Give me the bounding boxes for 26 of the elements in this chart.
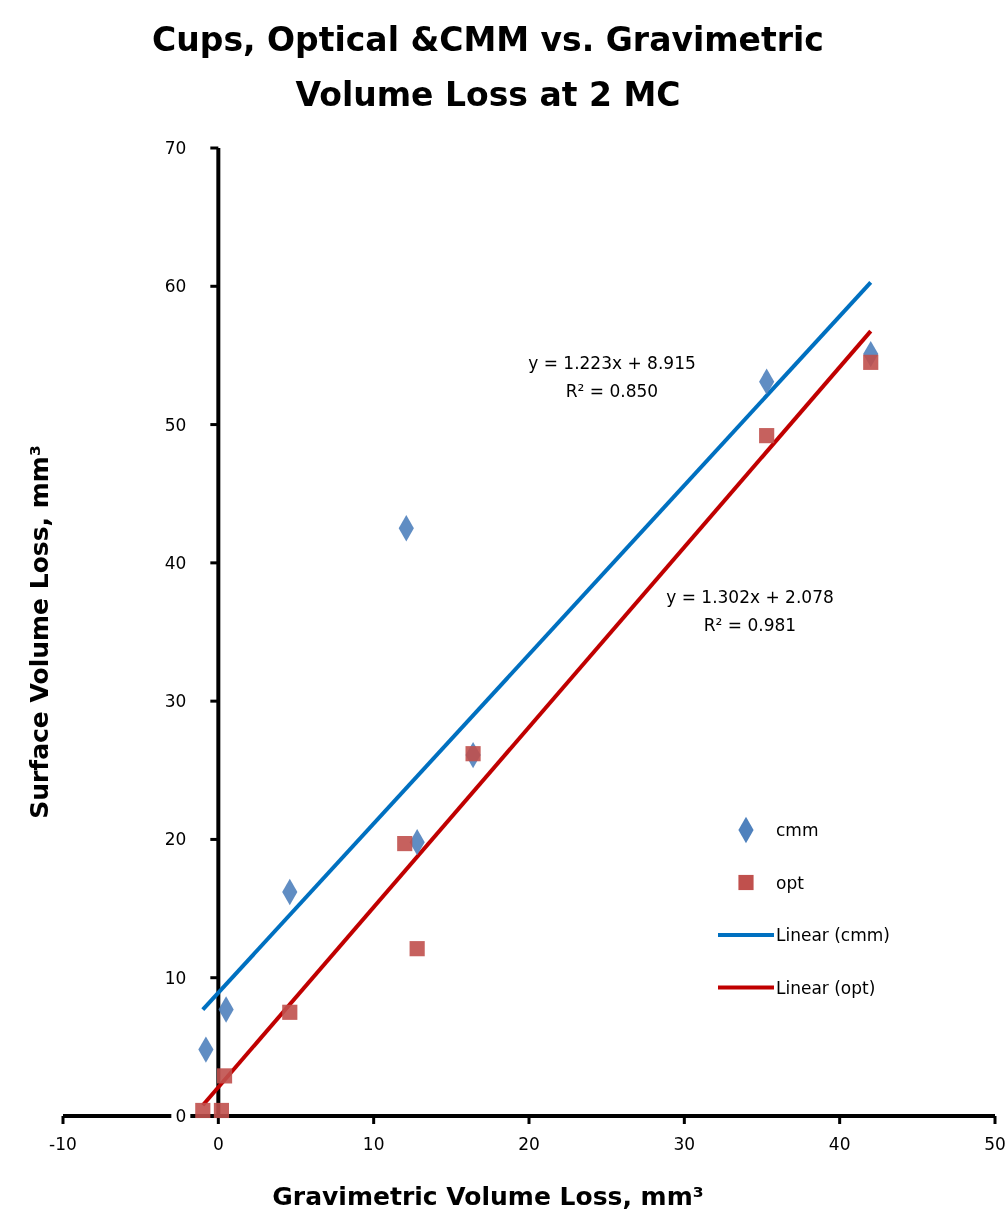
y-tick-label: 60 xyxy=(164,276,187,297)
annotation: y = 1.302x + 2.078 xyxy=(666,587,834,607)
y-tick-label: 70 xyxy=(164,138,187,158)
y-tick-label: 30 xyxy=(164,691,187,712)
legend-label: Linear (opt) xyxy=(776,977,876,998)
annotation: R² = 0.850 xyxy=(565,381,659,401)
y-axis-title: Surface Volume Loss, mm³ xyxy=(25,445,54,819)
annotation: R² = 0.981 xyxy=(703,615,797,635)
x-tick-label: -10 xyxy=(49,1134,77,1154)
x-tick-label: 20 xyxy=(518,1134,540,1154)
x-tick-label: 40 xyxy=(828,1134,851,1154)
y-tick-label: 0 xyxy=(175,1106,187,1126)
y-tick-label: 50 xyxy=(164,414,187,435)
y-tick-label: 20 xyxy=(164,829,187,850)
y-tick-label: 10 xyxy=(164,967,187,988)
x-tick-label: 0 xyxy=(212,1134,224,1154)
x-tick-label: 30 xyxy=(673,1134,696,1154)
x-tick-label: 50 xyxy=(984,1134,1006,1154)
legend-label: opt xyxy=(776,872,805,893)
legend-label: Linear (cmm) xyxy=(776,925,890,945)
chart-title: Cups, Optical &CMM vs. Gravimetric Volume Loss at 2 MC xyxy=(152,20,824,114)
annotation: y = 1.223x + 8.915 xyxy=(528,353,696,373)
legend-label: cmm xyxy=(776,820,819,840)
x-tick-label: 10 xyxy=(362,1134,385,1154)
y-tick-label: 40 xyxy=(164,552,187,573)
x-axis-title: Gravimetric Volume Loss, mm³ xyxy=(272,1182,704,1211)
